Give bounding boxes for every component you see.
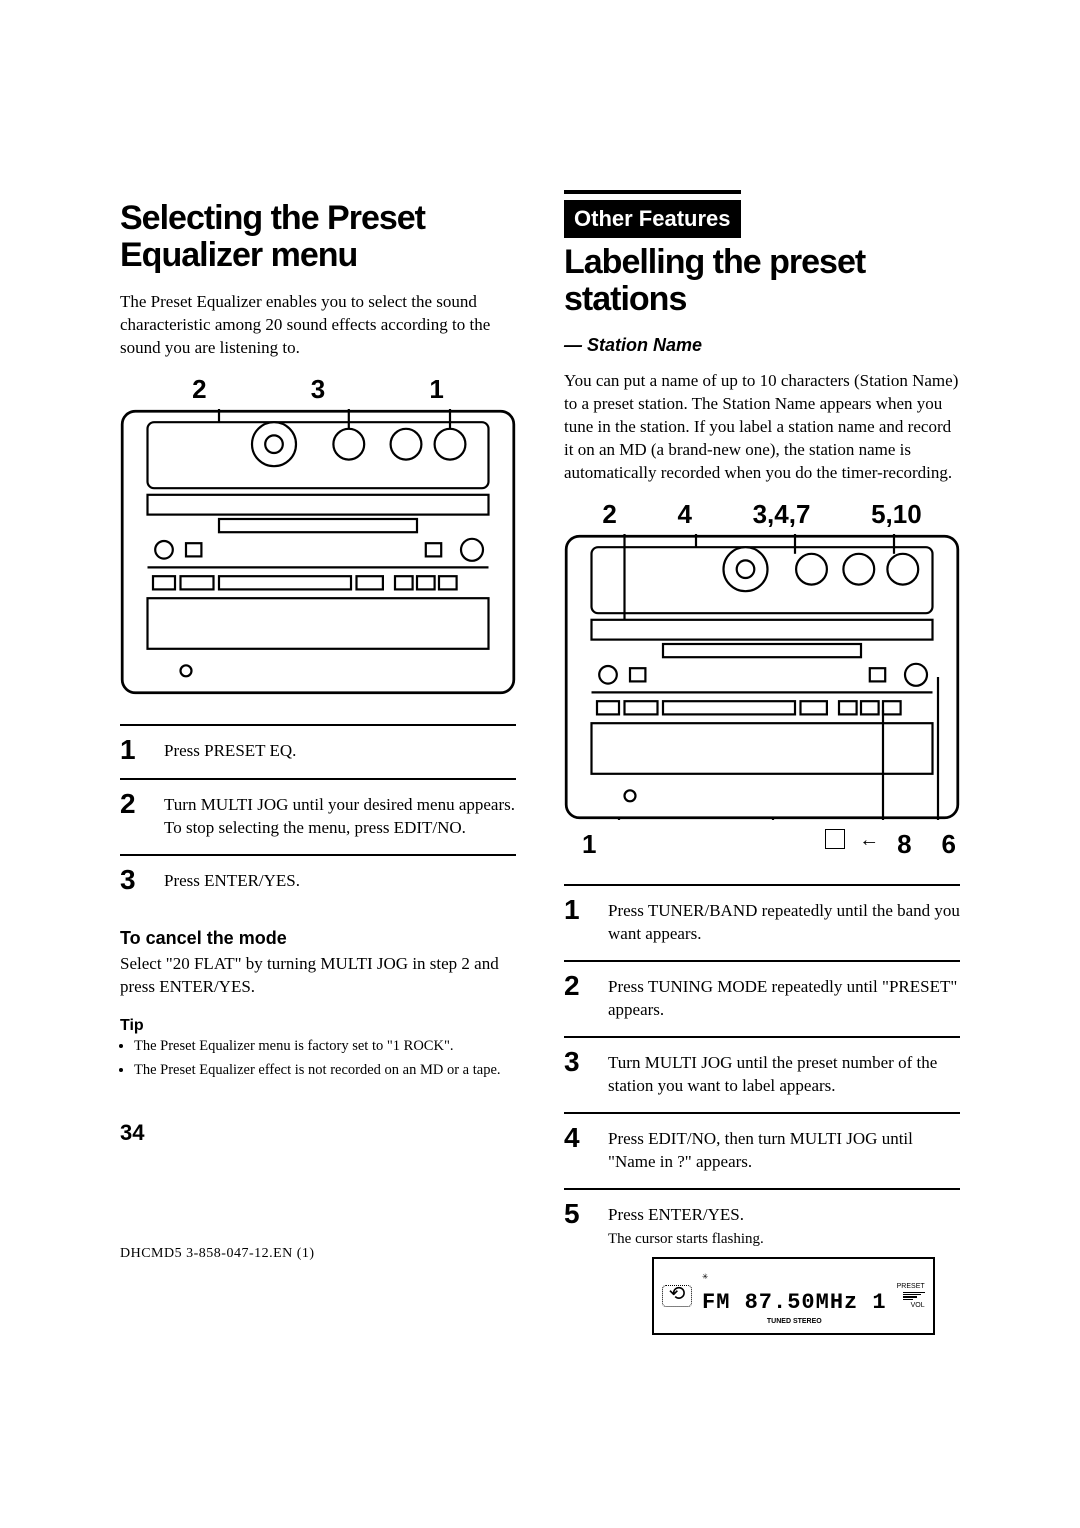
step-number: 3 (120, 866, 150, 894)
step-text: Press PRESET EQ. (164, 736, 296, 764)
callout-num: 3,4,7 (753, 499, 811, 530)
step-text: Press TUNER/BAND repeatedly until the ba… (608, 896, 960, 946)
step-number: 4 (564, 1124, 594, 1174)
disc-icon: ⟲ (662, 1285, 692, 1307)
step-number: 5 (564, 1200, 594, 1335)
tip-heading: Tip (120, 1017, 516, 1035)
step-text: Press TUNING MODE repeatedly until "PRES… (608, 972, 960, 1022)
callout-num: 1 (429, 374, 443, 405)
step-item: 2 Press TUNING MODE repeatedly until "PR… (564, 960, 960, 1036)
lcd-display: ⟲ ✳ FM 87.50MHz 1 TUNED STEREO PRESET (652, 1257, 935, 1335)
cancel-body: Select "20 FLAT" by turning MULTI JOG in… (120, 953, 516, 999)
step-number: 2 (564, 972, 594, 1022)
cancel-heading: To cancel the mode (120, 928, 516, 949)
step-item: 3 Turn MULTI JOG until the preset number… (564, 1036, 960, 1112)
right-column: Other Features Labelling the preset stat… (564, 200, 960, 1349)
step-number: 3 (564, 1048, 594, 1098)
callout-num: 6 (942, 829, 956, 860)
left-steps: 1 Press PRESET EQ. 2 Turn MULTI JOG unti… (120, 724, 516, 908)
right-callouts-top: 2 4 3,4,7 5,10 (564, 499, 960, 534)
right-intro: You can put a name of up to 10 character… (564, 370, 960, 485)
tip-list: The Preset Equalizer menu is factory set… (120, 1037, 516, 1080)
stereo-illustration (564, 534, 960, 820)
lcd-preset-label: PRESET (897, 1282, 925, 1291)
step-number: 2 (120, 790, 150, 840)
step-text: Press ENTER/YES. The cursor starts flash… (608, 1200, 935, 1335)
page-number: 34 (120, 1120, 516, 1146)
step-item: 1 Press TUNER/BAND repeatedly until the … (564, 884, 960, 960)
two-column-layout: Selecting the Preset Equalizer menu The … (120, 200, 960, 1349)
right-subtitle: — Station Name (564, 335, 960, 356)
lcd-stereo-label: TUNED STEREO (702, 1317, 887, 1326)
step-number: 1 (120, 736, 150, 764)
step-item: 2 Turn MULTI JOG until your desired menu… (120, 778, 516, 854)
step-number: 1 (564, 896, 594, 946)
volume-bars-icon (903, 1292, 925, 1300)
section-label: Other Features (564, 200, 741, 238)
step-main-text: Press ENTER/YES. (608, 1205, 744, 1224)
step-text: Turn MULTI JOG until the preset number o… (608, 1048, 960, 1098)
callout-num: 2 (602, 499, 616, 530)
stereo-illustration (120, 409, 516, 695)
step-sub-text: The cursor starts flashing. (608, 1229, 935, 1249)
tip-item: The Preset Equalizer menu is factory set… (134, 1037, 516, 1057)
left-device-figure: 2 3 1 (120, 374, 516, 700)
step-text: Turn MULTI JOG until your desired menu a… (164, 790, 515, 840)
left-callouts-top: 2 3 1 (120, 374, 516, 409)
step-item: 1 Press PRESET EQ. (120, 724, 516, 778)
callout-num: 1 (582, 829, 640, 860)
callout-num: 8 (897, 829, 911, 860)
left-intro: The Preset Equalizer enables you to sele… (120, 291, 516, 360)
left-column: Selecting the Preset Equalizer menu The … (120, 200, 516, 1349)
callout-num: 5,10 (871, 499, 922, 530)
right-title: Labelling the preset stations (564, 244, 960, 317)
manual-page: Selecting the Preset Equalizer menu The … (0, 0, 1080, 1409)
step-item: 5 Press ENTER/YES. The cursor starts fla… (564, 1188, 960, 1349)
callout-num: 3 (311, 374, 325, 405)
right-steps: 1 Press TUNER/BAND repeatedly until the … (564, 884, 960, 1349)
step-text: Press EDIT/NO, then turn MULTI JOG until… (608, 1124, 960, 1174)
step-item: 4 Press EDIT/NO, then turn MULTI JOG unt… (564, 1112, 960, 1188)
arrow-left-icon: ← (859, 829, 879, 860)
lcd-frequency: FM 87.50MHz 1 (702, 1288, 887, 1318)
right-device-figure: 2 4 3,4,7 5,10 (564, 499, 960, 860)
stop-icon (825, 829, 845, 849)
step-text: Press ENTER/YES. (164, 866, 300, 894)
callout-num: 2 (192, 374, 206, 405)
tip-item: The Preset Equalizer effect is not recor… (134, 1061, 516, 1081)
lcd-vol-label: VOL (911, 1301, 925, 1310)
right-callouts-bottom: 1 ← 8 6 (564, 825, 960, 860)
lcd-right-labels: PRESET VOL (897, 1282, 925, 1311)
step-item: 3 Press ENTER/YES. (120, 854, 516, 908)
callout-num: 4 (677, 499, 691, 530)
doc-code: DHCMD5 3-858-047-12.EN (1) (120, 1246, 516, 1262)
left-title: Selecting the Preset Equalizer menu (120, 200, 516, 273)
